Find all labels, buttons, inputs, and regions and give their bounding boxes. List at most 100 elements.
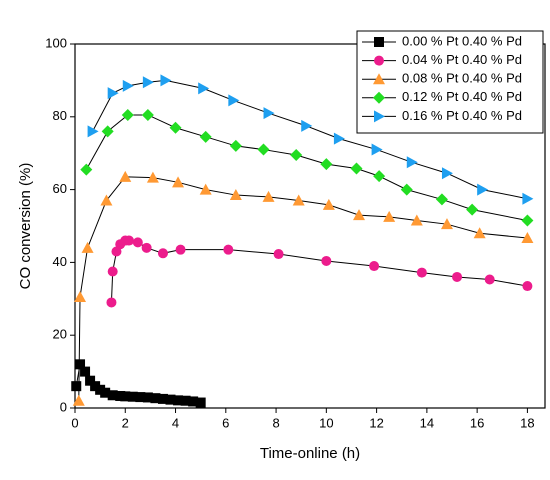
legend-label: 0.00 % Pt 0.40 % Pd bbox=[402, 33, 522, 48]
data-point bbox=[410, 214, 423, 226]
x-tick-label: 10 bbox=[319, 415, 333, 430]
data-point bbox=[106, 297, 117, 308]
y-tick-label: 100 bbox=[45, 35, 67, 50]
y-tick-label: 60 bbox=[53, 181, 67, 196]
data-point bbox=[521, 214, 534, 227]
x-tick-label: 4 bbox=[172, 415, 179, 430]
y-tick-label: 40 bbox=[53, 254, 67, 269]
data-point bbox=[142, 76, 154, 89]
data-point bbox=[175, 244, 186, 255]
data-point bbox=[301, 119, 313, 132]
y-tick-label: 80 bbox=[53, 108, 67, 123]
data-point bbox=[522, 192, 534, 205]
data-point bbox=[160, 74, 172, 87]
data-point bbox=[521, 232, 534, 244]
data-point bbox=[74, 290, 87, 302]
data-point bbox=[107, 87, 119, 100]
data-point bbox=[522, 281, 533, 292]
data-point bbox=[180, 395, 191, 406]
y-tick-label: 0 bbox=[60, 399, 67, 414]
data-point bbox=[135, 392, 146, 403]
x-tick-label: 2 bbox=[122, 415, 129, 430]
legend-marker bbox=[374, 55, 384, 66]
data-point bbox=[120, 391, 131, 402]
data-point bbox=[440, 218, 453, 230]
x-tick-label: 14 bbox=[420, 415, 434, 430]
data-point bbox=[90, 381, 101, 392]
data-point bbox=[115, 390, 126, 401]
series-line bbox=[78, 176, 528, 401]
data-point bbox=[320, 158, 333, 171]
data-point bbox=[373, 170, 386, 183]
legend-label: 0.16 % Pt 0.40 % Pd bbox=[402, 108, 522, 123]
data-point bbox=[80, 163, 93, 176]
data-point bbox=[121, 108, 134, 121]
data-point bbox=[257, 143, 270, 156]
legend-marker bbox=[373, 91, 385, 104]
data-point bbox=[321, 255, 332, 266]
data-point bbox=[292, 194, 305, 206]
data-point bbox=[71, 381, 82, 392]
data-point bbox=[322, 198, 335, 210]
data-point bbox=[146, 171, 159, 183]
legend-marker bbox=[374, 37, 384, 47]
data-point bbox=[173, 395, 184, 406]
data-point bbox=[95, 384, 106, 395]
data-point bbox=[142, 392, 153, 403]
data-point bbox=[229, 189, 242, 201]
data-point bbox=[188, 396, 199, 407]
data-point bbox=[141, 242, 152, 253]
legend-marker bbox=[374, 110, 385, 123]
data-point bbox=[290, 149, 303, 162]
legend-label: 0.12 % Pt 0.40 % Pd bbox=[402, 89, 522, 104]
plot-frame bbox=[74, 43, 546, 409]
data-point bbox=[107, 390, 118, 401]
data-point bbox=[466, 203, 479, 216]
series-line bbox=[85, 114, 528, 222]
data-point bbox=[369, 261, 380, 272]
data-point bbox=[172, 176, 185, 188]
data-point bbox=[81, 241, 94, 253]
data-point bbox=[229, 139, 242, 152]
data-point bbox=[165, 394, 176, 405]
data-point bbox=[132, 237, 143, 248]
data-point bbox=[122, 79, 134, 92]
x-tick-label: 8 bbox=[272, 415, 279, 430]
data-point bbox=[80, 366, 91, 377]
y-tick-label: 20 bbox=[53, 327, 67, 342]
data-point bbox=[416, 267, 427, 278]
data-point bbox=[150, 393, 161, 404]
data-point bbox=[127, 391, 138, 402]
data-point bbox=[157, 248, 168, 259]
data-point bbox=[87, 125, 99, 138]
data-point bbox=[124, 235, 135, 246]
x-axis-label: Time-online (h) bbox=[260, 445, 360, 462]
x-tick-label: 6 bbox=[222, 415, 229, 430]
data-point bbox=[383, 210, 396, 222]
x-tick-label: 16 bbox=[470, 415, 484, 430]
data-point bbox=[75, 359, 86, 370]
data-point bbox=[477, 183, 489, 196]
data-point bbox=[273, 249, 284, 260]
data-point bbox=[101, 125, 114, 138]
data-point bbox=[195, 397, 206, 408]
data-point bbox=[198, 82, 210, 95]
legend-label: 0.08 % Pt 0.40 % Pd bbox=[402, 71, 522, 86]
data-point bbox=[228, 94, 240, 107]
data-point bbox=[119, 170, 132, 182]
data-point bbox=[85, 375, 96, 386]
y-axis-label: CO conversion (%) bbox=[17, 163, 34, 290]
data-point bbox=[100, 387, 111, 398]
data-point bbox=[350, 162, 363, 175]
data-point bbox=[169, 121, 182, 134]
data-point bbox=[262, 190, 275, 202]
data-point bbox=[435, 193, 448, 206]
data-point bbox=[452, 271, 463, 282]
data-point bbox=[107, 266, 118, 277]
data-point bbox=[223, 244, 234, 255]
data-point bbox=[199, 130, 212, 143]
x-tick-label: 12 bbox=[369, 415, 383, 430]
data-point bbox=[473, 227, 486, 239]
legend-marker bbox=[373, 73, 385, 85]
